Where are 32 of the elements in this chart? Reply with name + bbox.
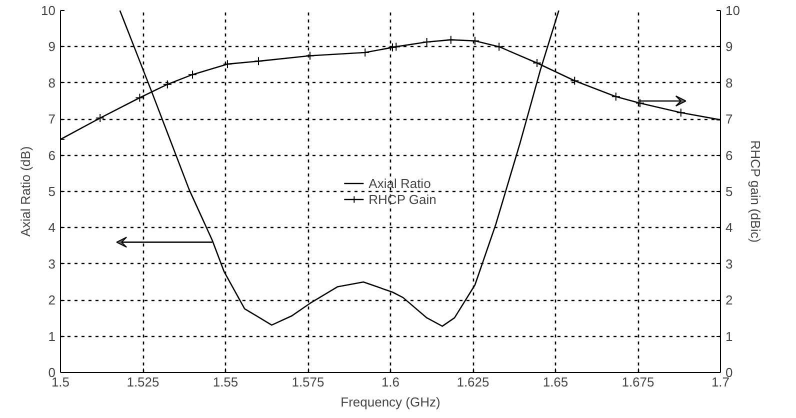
y2-tick-label: 5 [726, 184, 733, 199]
x-tick-label: 1.6 [381, 374, 400, 390]
legend-label: Axial Ratio [368, 175, 431, 191]
legend-label: RHCP Gain [368, 191, 436, 207]
y-tick-label: 1 [48, 328, 56, 344]
x-axis-title: Frequency (GHz) [340, 394, 440, 410]
y2-tick-label: 4 [726, 220, 733, 236]
x-tick-label: 1.675 [622, 374, 654, 390]
y2-tick-label: 1 [726, 328, 733, 344]
y-tick-label: 2 [48, 292, 56, 308]
y2-tick-label: 2 [726, 292, 733, 308]
x-tick-label: 1.525 [126, 374, 160, 390]
y-tick-label: 5 [48, 184, 56, 199]
y-tick-label: 10 [41, 3, 56, 18]
x-tick-label: 1.55 [212, 374, 238, 390]
y2-tick-label: 7 [726, 112, 733, 127]
y-axis-title: Axial Ratio (dB) [18, 146, 34, 237]
y2-tick-label: 10 [726, 3, 740, 18]
y-tick-label: 4 [48, 220, 56, 236]
y-tick-label: 9 [48, 39, 56, 54]
y-tick-label: 8 [48, 75, 56, 90]
x-tick-label: 1.65 [542, 374, 568, 390]
y-tick-label: 6 [48, 148, 56, 163]
x-tick-label: 1.575 [292, 374, 324, 390]
y-tick-label: 7 [48, 112, 56, 127]
y2-tick-label: 3 [726, 256, 733, 272]
y2-tick-label: 9 [726, 39, 733, 54]
y2-axis-title: RHCP gain (dBic) [748, 140, 763, 243]
y-tick-label: 3 [48, 256, 56, 272]
y2-tick-label: 8 [726, 75, 733, 90]
x-tick-label: 1.625 [456, 374, 490, 390]
y2-tick-label: 6 [726, 148, 733, 163]
